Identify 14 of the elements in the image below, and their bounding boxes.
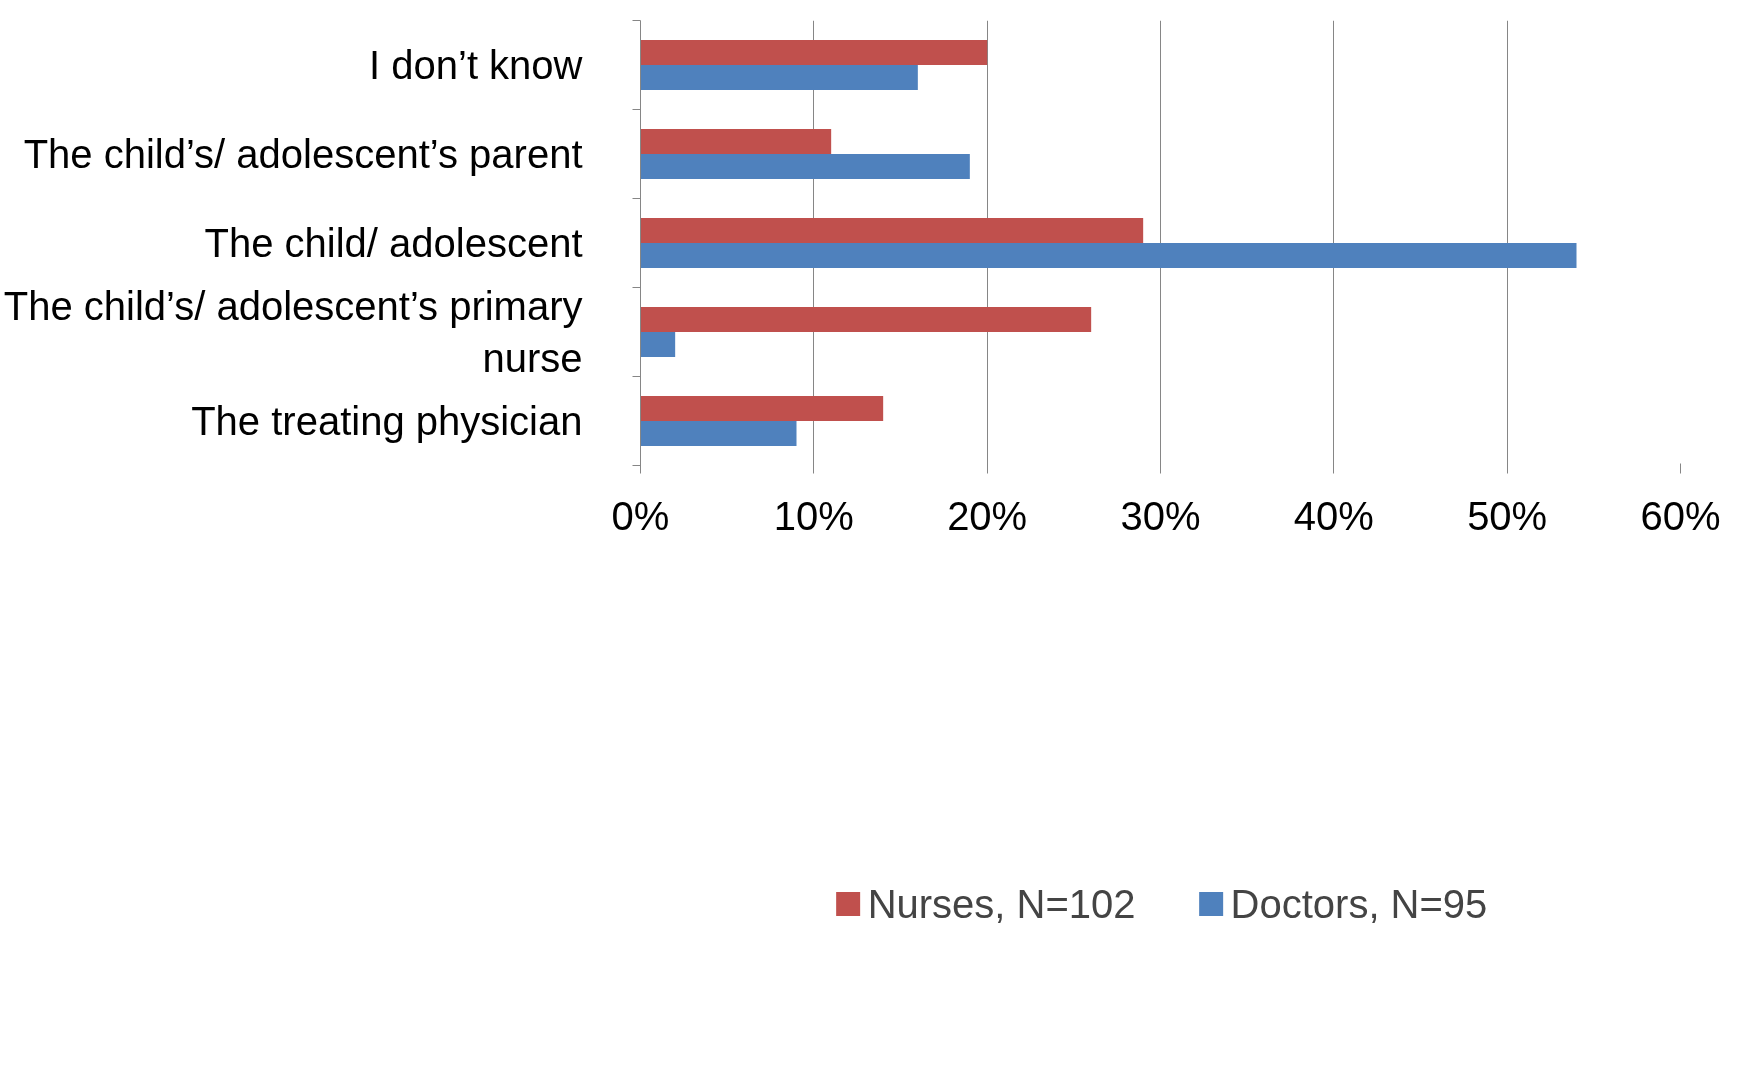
x-tick-label: 20%: [947, 493, 1028, 538]
x-tick-label: 0%: [611, 493, 670, 538]
legend-label: Doctors, N=95: [1230, 881, 1488, 927]
legend-label: Nurses, N=102: [867, 881, 1136, 927]
x-tick-label: 50%: [1467, 493, 1548, 538]
x-tick-label: 40%: [1293, 493, 1374, 538]
y-tick-label: The child’s/ adolescent’s parent: [23, 132, 583, 176]
y-tick-label: I don’t know: [369, 43, 583, 87]
x-tick-label: 60%: [1640, 493, 1721, 538]
y-tick-label: The child/ adolescent: [204, 221, 583, 265]
y-tick-label: The child’s/ adolescent’s primary nurse: [3, 283, 583, 381]
x-tick-label: 30%: [1120, 493, 1201, 538]
x-tick-label: 10%: [773, 493, 854, 538]
y-tick-label: The treating physician: [191, 399, 583, 443]
